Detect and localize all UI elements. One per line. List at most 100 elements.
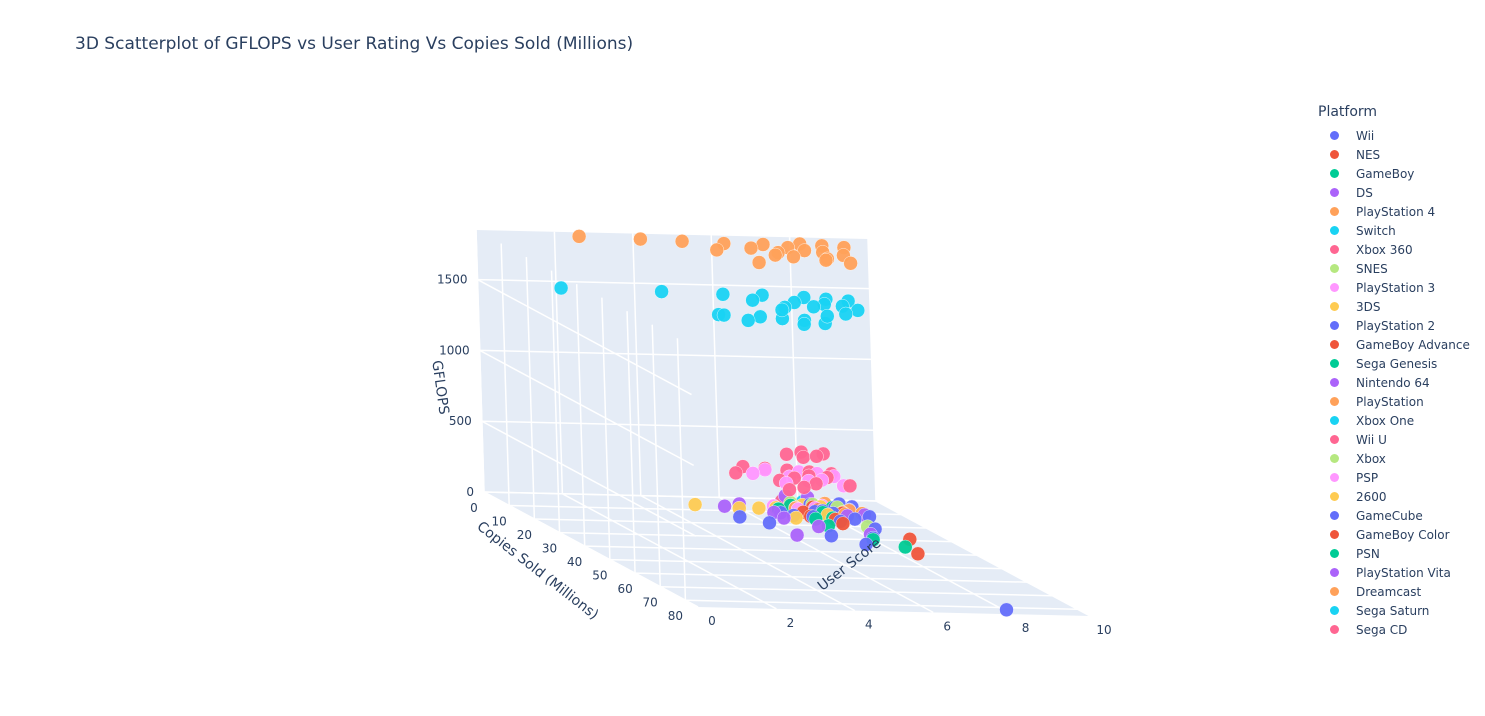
legend-item[interactable]: Sega CD [1318, 620, 1470, 639]
data-points[interactable] [553, 229, 1014, 617]
legend-label: Switch [1356, 223, 1396, 238]
point-xbox-360[interactable] [842, 478, 858, 494]
point-ds[interactable] [776, 510, 792, 526]
point-playstation-4[interactable] [751, 255, 767, 270]
legend-marker-icon [1330, 492, 1339, 501]
point-xbox-360[interactable] [808, 476, 824, 491]
point-switch[interactable] [745, 293, 760, 308]
point-ds[interactable] [789, 527, 805, 543]
y-gridline [651, 324, 661, 587]
legend-item[interactable]: Switch [1318, 221, 1470, 240]
y-gridline [660, 585, 1053, 597]
point-switch[interactable] [838, 306, 853, 322]
legend-item[interactable]: DS [1318, 183, 1470, 202]
point-switch[interactable] [715, 287, 731, 302]
legend-item[interactable]: SNES [1318, 259, 1470, 278]
legend-item[interactable]: 3DS [1318, 297, 1470, 316]
legend-item[interactable]: PlayStation Vita [1318, 563, 1470, 582]
point-playstation-4[interactable] [709, 242, 724, 258]
legend-item[interactable]: Wii U [1318, 430, 1470, 449]
legend-item[interactable]: PSP [1318, 468, 1470, 487]
point-wii-u[interactable] [779, 447, 794, 462]
x-tick-label: 10 [1096, 623, 1111, 637]
legend-item[interactable]: Wii [1318, 126, 1470, 145]
point-switch[interactable] [774, 302, 790, 318]
point-wii[interactable] [732, 509, 747, 525]
point-playstation-4[interactable] [843, 256, 858, 271]
point-ds[interactable] [717, 499, 732, 514]
legend-item[interactable]: Nintendo 64 [1318, 373, 1470, 392]
point-playstation-4[interactable] [743, 240, 759, 256]
point-switch[interactable] [654, 284, 669, 299]
point-switch[interactable] [820, 309, 835, 324]
z-gridline [479, 349, 872, 361]
y-tick-label: 50 [592, 569, 607, 583]
legend-label: Sega CD [1356, 622, 1408, 637]
x-tick-label: 2 [787, 616, 795, 630]
axis-panes [476, 230, 1090, 616]
point-xbox-one[interactable] [741, 313, 756, 328]
legend-item[interactable]: Sega Genesis [1318, 354, 1470, 373]
point-ds[interactable] [811, 519, 826, 534]
legend-item[interactable]: Dreamcast [1318, 582, 1470, 601]
z-tick-label: 0 [466, 485, 474, 499]
legend-item[interactable]: PlayStation 2 [1318, 316, 1470, 335]
point-switch[interactable] [850, 303, 865, 318]
point-wii-u[interactable] [796, 450, 811, 465]
legend-marker-icon [1330, 416, 1339, 425]
legend-marker-icon [1330, 530, 1339, 539]
point-3ds[interactable] [751, 500, 767, 516]
point-switch[interactable] [716, 307, 732, 323]
point-switch[interactable] [806, 299, 821, 314]
legend-item[interactable]: PlayStation 4 [1318, 202, 1470, 221]
point-xbox-360[interactable] [796, 480, 812, 495]
point-xbox-one[interactable] [797, 317, 812, 332]
point-xbox-360[interactable] [728, 465, 743, 481]
point-playstation-4[interactable] [786, 249, 801, 264]
legend-item[interactable]: GameBoy Color [1318, 525, 1470, 544]
point-playstation-4[interactable] [571, 229, 587, 244]
point-nes[interactable] [910, 546, 926, 561]
legend-marker-icon [1330, 625, 1339, 634]
legend-item[interactable]: PSN [1318, 544, 1470, 563]
legend-marker-icon [1330, 169, 1339, 178]
z-tick-label: 1500 [437, 273, 468, 287]
z-gridline [477, 278, 870, 290]
legend-item[interactable]: Sega Saturn [1318, 601, 1470, 620]
point-wii[interactable] [824, 528, 839, 543]
point-playstation-4[interactable] [633, 231, 648, 247]
point-nes[interactable] [835, 516, 851, 531]
point-wii[interactable] [999, 602, 1014, 617]
point-xbox-360[interactable] [782, 482, 797, 497]
legend-item[interactable]: GameBoy [1318, 164, 1470, 183]
y-tick-label: 60 [617, 582, 632, 596]
point-playstation-4[interactable] [674, 234, 690, 249]
point-playstation-4[interactable] [818, 253, 834, 268]
legend-label: PlayStation 2 [1356, 318, 1436, 333]
point-gameboy[interactable] [898, 539, 913, 555]
point-playstation-3[interactable] [745, 466, 761, 481]
point-playstation-4[interactable] [768, 247, 783, 263]
legend-item[interactable]: GameCube [1318, 506, 1470, 525]
point-wii[interactable] [858, 537, 874, 552]
point-wii-u[interactable] [809, 449, 824, 464]
legend-item[interactable]: Xbox 360 [1318, 240, 1470, 259]
point-playstation-4[interactable] [797, 243, 812, 258]
legend-label: PlayStation [1356, 394, 1424, 409]
legend-item[interactable]: PlayStation [1318, 392, 1470, 411]
y-gridline [609, 558, 1002, 570]
legend-item[interactable]: 2600 [1318, 487, 1470, 506]
legend-item[interactable]: NES [1318, 145, 1470, 164]
point-playstation-3[interactable] [757, 462, 773, 477]
point-switch[interactable] [553, 280, 569, 296]
legend-item[interactable]: PlayStation 3 [1318, 278, 1470, 297]
legend-item[interactable]: GameBoy Advance [1318, 335, 1470, 354]
point-wii[interactable] [762, 515, 777, 530]
legend-label: PlayStation 4 [1356, 204, 1436, 219]
point-xbox-one[interactable] [753, 309, 768, 324]
legend-item[interactable]: Xbox [1318, 449, 1470, 468]
legend-item[interactable]: Xbox One [1318, 411, 1470, 430]
point-2600[interactable] [687, 497, 703, 512]
point-playstation-4[interactable] [755, 237, 771, 252]
